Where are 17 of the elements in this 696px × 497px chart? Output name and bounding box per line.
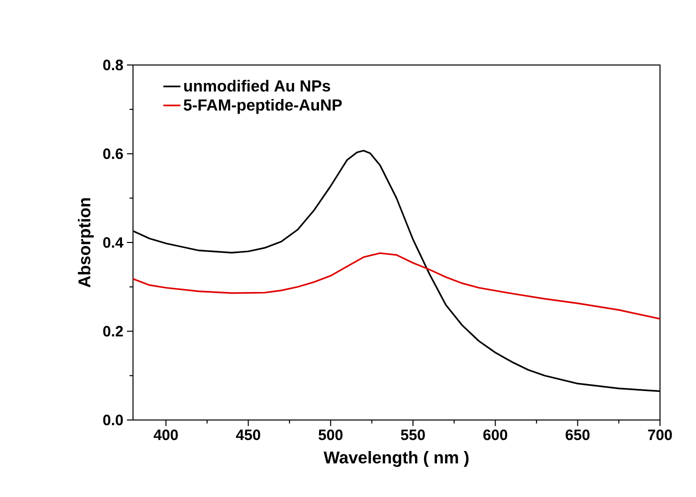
x-tick-label: 550: [400, 430, 425, 440]
x-tick-label: 650: [566, 430, 590, 440]
x-tick-label: 700: [648, 430, 672, 440]
y-tick-label: 0.4: [103, 237, 124, 248]
line-series: [133, 252, 660, 320]
legend-label: unmodified Au NPs: [184, 80, 330, 92]
y-tick-label: 0.0: [103, 414, 123, 426]
x-tick-label: 450: [236, 430, 260, 440]
x-tick-label: 600: [483, 430, 508, 440]
y-tick-label: 0.6: [103, 148, 123, 160]
x-tick-label: 400: [154, 430, 178, 440]
y-tick-label: 0.2: [103, 326, 123, 337]
x-tick-label: 500: [318, 430, 343, 440]
legend-label: 5-FAM-peptide-AuNP: [184, 98, 342, 114]
x-axis-title: Wavelength ( nm ): [324, 451, 469, 467]
y-axis-title: Absorption: [78, 198, 94, 288]
y-tick-label: 0.8: [103, 60, 124, 70]
